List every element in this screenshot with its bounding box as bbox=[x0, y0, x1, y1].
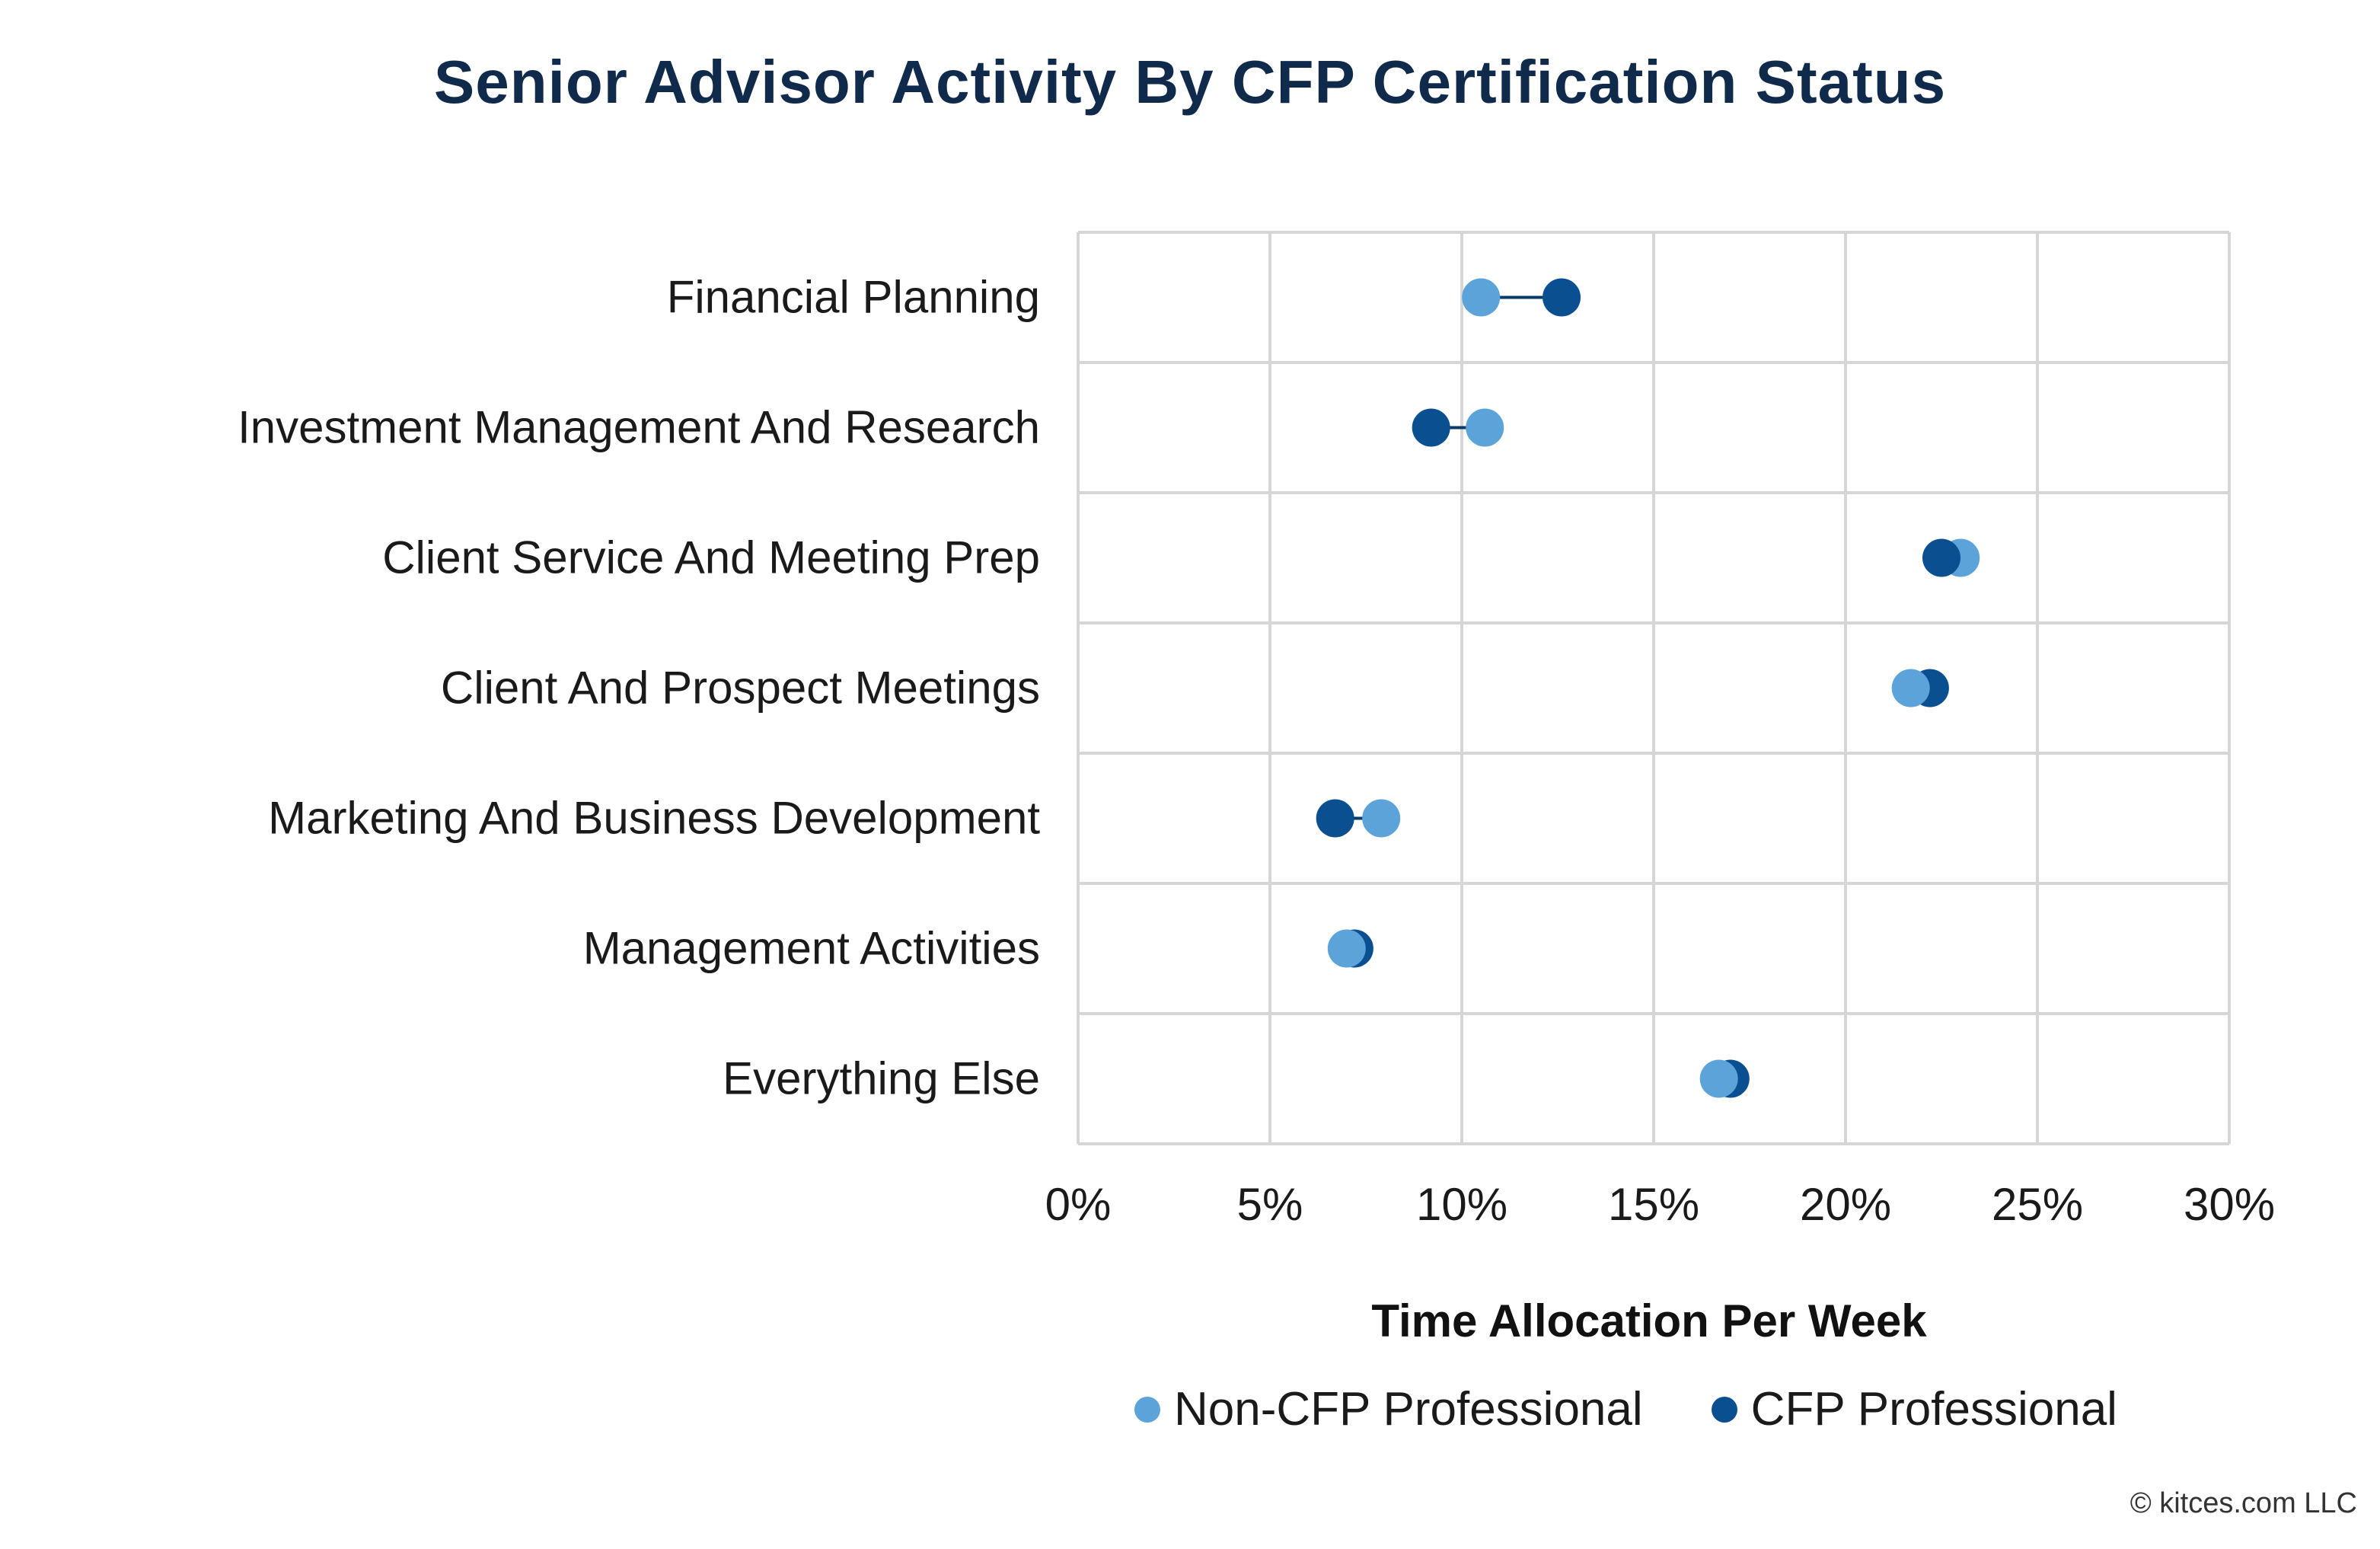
data-point-non-cfp bbox=[1699, 1059, 1738, 1098]
x-tick-label: 25% bbox=[1992, 1179, 2083, 1230]
data-point-cfp bbox=[1543, 278, 1581, 317]
copyright-notice: © kitces.com LLC bbox=[2130, 1487, 2357, 1519]
x-tick-label: 20% bbox=[1800, 1179, 1891, 1230]
data-point-non-cfp bbox=[1891, 669, 1930, 707]
chart-title: Senior Advisor Activity By CFP Certifica… bbox=[433, 48, 1947, 116]
x-tick-label: 15% bbox=[1608, 1179, 1699, 1230]
legend: Non-CFP Professional CFP Professional bbox=[1134, 1382, 2186, 1436]
data-point-cfp bbox=[1412, 408, 1450, 447]
data-point-non-cfp bbox=[1362, 799, 1401, 838]
legend-item-non-cfp: Non-CFP Professional bbox=[1134, 1382, 1643, 1436]
data-points bbox=[1316, 278, 1980, 1098]
category-label: Management Activities bbox=[583, 923, 1040, 974]
category-label: Client Service And Meeting Prep bbox=[382, 532, 1040, 583]
x-tick-label: 30% bbox=[2184, 1179, 2275, 1230]
legend-swatch-cfp bbox=[1711, 1396, 1737, 1423]
category-label: Financial Planning bbox=[667, 272, 1040, 323]
x-tick-label: 5% bbox=[1237, 1179, 1303, 1230]
data-point-non-cfp bbox=[1462, 278, 1501, 317]
x-axis-title: Time Allocation Per Week bbox=[1371, 1295, 1927, 1346]
legend-label-non-cfp: Non-CFP Professional bbox=[1174, 1383, 1643, 1436]
legend-label-cfp: CFP Professional bbox=[1750, 1383, 2117, 1436]
category-label: Investment Management And Research bbox=[238, 402, 1040, 453]
legend-swatch-non-cfp bbox=[1134, 1396, 1160, 1423]
data-point-cfp bbox=[1316, 799, 1354, 838]
category-label: Client And Prospect Meetings bbox=[441, 663, 1040, 714]
data-point-non-cfp bbox=[1466, 408, 1504, 447]
x-tick-label: 0% bbox=[1045, 1179, 1112, 1230]
category-label: Everything Else bbox=[723, 1053, 1040, 1104]
legend-item-cfp: CFP Professional bbox=[1711, 1382, 2117, 1436]
gridlines bbox=[1077, 231, 2231, 1145]
data-point-non-cfp bbox=[1327, 929, 1366, 968]
category-label: Marketing And Business Development bbox=[268, 793, 1040, 844]
x-tick-labels: 0% 5% 10% 15% 20% 25% 30% bbox=[1045, 1179, 2275, 1230]
data-point-cfp bbox=[1922, 538, 1960, 577]
category-labels: Financial Planning Investment Management … bbox=[238, 272, 1040, 1104]
x-tick-label: 10% bbox=[1416, 1179, 1507, 1230]
